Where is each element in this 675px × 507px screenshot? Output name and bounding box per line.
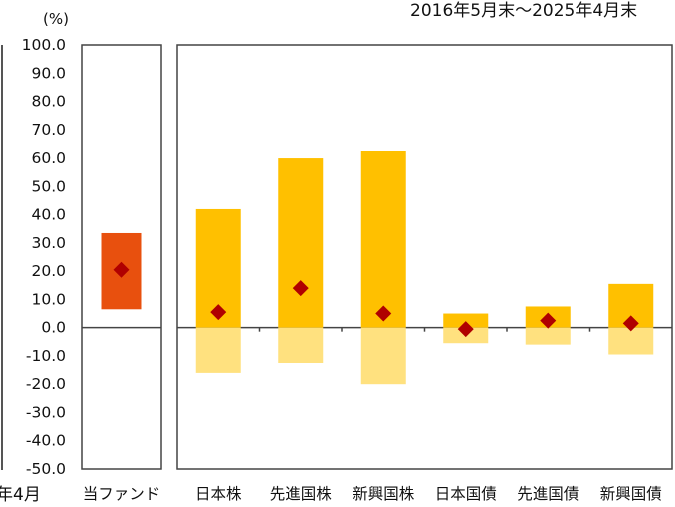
bar-positive-先進国株: [278, 158, 324, 328]
category-label: 新興国債: [600, 485, 662, 503]
avg-marker-新興国株: [375, 305, 392, 322]
period-text: 2016年5月末～2025年4月末: [410, 1, 637, 21]
bar-negative-新興国債: [608, 327, 654, 355]
y-tick-label: 0.0: [41, 319, 66, 337]
bar-negative-先進国株: [278, 327, 324, 363]
avg-marker-新興国債: [622, 315, 639, 332]
y-axis: 100.0 90.0 80.0 70.0 60.0 50.0 40.0 30.0 20.0 10.…: [22, 36, 66, 478]
y-tick-label: 100.0: [22, 36, 66, 54]
bar-positive-日本国債: [443, 313, 489, 328]
category-label: 先進国株: [270, 485, 333, 503]
y-tick-label: -40.0: [26, 432, 66, 450]
category-label: 日本国債: [435, 485, 497, 503]
y-tick-label: 80.0: [31, 93, 66, 111]
category-label: 当ファンド: [83, 485, 161, 503]
fund-panel: 当ファンド: [81, 44, 162, 503]
y-axis-unit-label: (%): [43, 10, 69, 28]
y-tick-label: -20.0: [26, 375, 66, 393]
bar-negative-先進国債: [525, 327, 571, 345]
avg-marker-当ファンド: [113, 261, 130, 278]
y-tick-label: 20.0: [31, 262, 66, 280]
bar-negative-日本株: [195, 327, 241, 373]
panel-frame: [176, 44, 673, 470]
y-tick-label: 70.0: [31, 121, 66, 139]
avg-marker-先進国債: [540, 312, 557, 329]
panel-frame: [81, 44, 162, 470]
avg-marker-日本国債: [457, 321, 474, 338]
y-tick-label: -30.0: [26, 403, 66, 421]
chart-panels: 当ファンド 日本株 先進国株 新興国株 日本国債 先進国債 新興国債: [81, 44, 673, 503]
category-label: 新興国株: [352, 485, 415, 503]
bar-positive-新興国株: [360, 151, 406, 328]
bar-negative-新興国株: [360, 327, 406, 385]
asset-panel: 日本株 先進国株 新興国株 日本国債 先進国債 新興国債: [176, 44, 673, 503]
y-tick-label: -10.0: [26, 347, 66, 365]
avg-marker-日本株: [210, 304, 227, 321]
y-tick-label: 50.0: [31, 177, 66, 195]
y-tick-label: 10.0: [31, 290, 66, 308]
category-label: 日本株: [195, 485, 242, 503]
avg-marker-先進国株: [292, 280, 309, 297]
y-tick-label: 90.0: [31, 64, 66, 82]
y-tick-label: 40.0: [31, 206, 66, 224]
y-tick-label: 30.0: [31, 234, 66, 252]
y-tick-label: -50.0: [26, 460, 66, 478]
category-label: 先進国債: [517, 485, 579, 503]
y-tick-label: 60.0: [31, 149, 66, 167]
date-fragment-text: 年4月: [0, 485, 41, 503]
